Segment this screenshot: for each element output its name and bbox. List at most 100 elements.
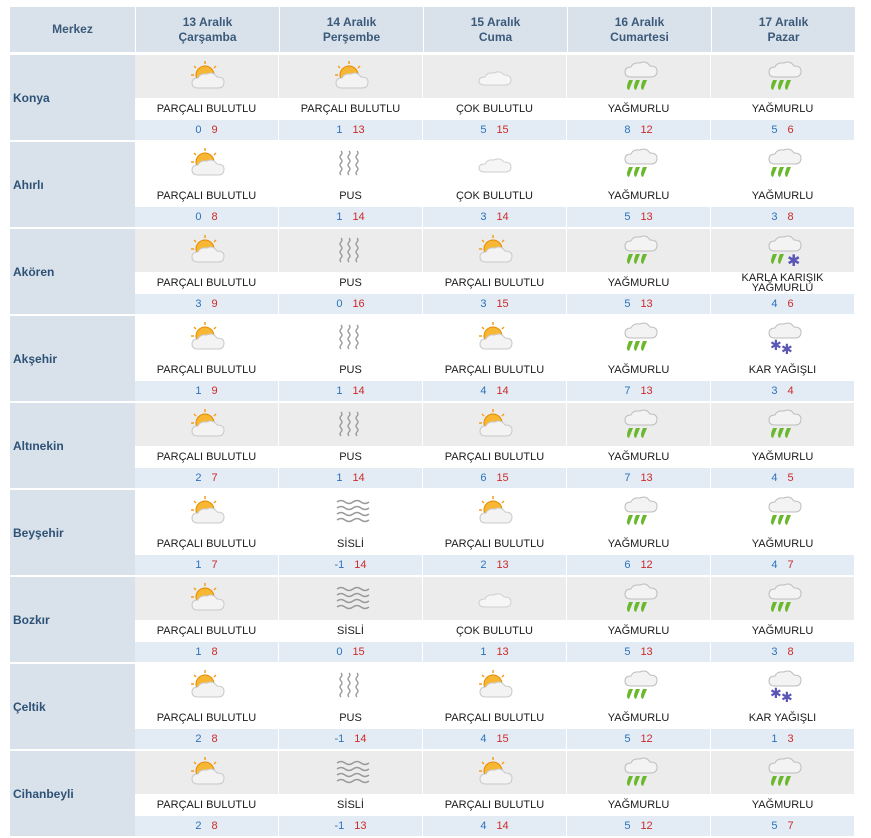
max-temperature: 12 (640, 124, 653, 136)
temperature-range: 5 13 (567, 207, 710, 227)
max-temperature: 13 (354, 820, 367, 832)
min-temperature: 4 (480, 385, 487, 397)
city-name[interactable]: Çeltik (10, 664, 135, 749)
table-row: Bozkır PARÇALI BULUTLU SİSLİ ÇOK BULUTLU YAĞ… (10, 577, 855, 662)
cloudy-icon (423, 55, 566, 98)
partly-cloudy-icon (423, 403, 566, 446)
max-temperature: 7 (787, 820, 794, 832)
condition-label: PARÇALI BULUTLU (135, 272, 278, 293)
partly-cloudy-icon (135, 403, 278, 446)
max-temperature: 12 (640, 559, 653, 571)
max-temperature: 15 (496, 472, 509, 484)
condition-label: YAĞMURLU (567, 446, 710, 467)
min-temperature: -1 (334, 820, 345, 832)
max-temperature: 8 (211, 646, 218, 658)
header-day: 15 Aralık Cuma (424, 7, 567, 52)
temperature-range: -1 13 (279, 816, 422, 836)
max-temperature: 14 (496, 385, 509, 397)
partly-cloudy-icon (279, 55, 422, 98)
partly-cloudy-icon (135, 577, 278, 620)
rain-icon (567, 490, 710, 533)
svg-text:✱: ✱ (787, 251, 800, 269)
haze-icon (279, 403, 422, 446)
max-temperature: 13 (640, 211, 653, 223)
svg-text:✱: ✱ (770, 338, 782, 354)
header-day-date: 14 Aralık (326, 14, 377, 29)
city-name[interactable]: Altınekin (10, 403, 135, 488)
max-temperature: 9 (211, 124, 218, 136)
city-name[interactable]: Akören (10, 229, 135, 314)
partly-cloudy-icon (423, 490, 566, 533)
max-temperature: 15 (496, 733, 509, 745)
max-temperature: 8 (211, 211, 218, 223)
max-temperature: 6 (787, 298, 794, 310)
table-header: Merkez 13 Aralık Çarşamba 14 Aralık Perş… (10, 7, 855, 52)
forecast-table: Merkez 13 Aralık Çarşamba 14 Aralık Perş… (10, 7, 855, 838)
condition-label: PUS (279, 359, 422, 380)
temperature-range: 1 14 (279, 381, 422, 401)
condition-label: YAĞMURLU (567, 185, 710, 206)
min-temperature: 1 (195, 646, 202, 658)
rain-icon (711, 403, 854, 446)
table-row: Beyşehir PARÇALI BULUTLU SİSLİ PARÇALI BULU… (10, 490, 855, 575)
max-temperature: 7 (211, 559, 218, 571)
min-temperature: 6 (624, 559, 631, 571)
max-temperature: 14 (354, 733, 367, 745)
temperature-range: 5 12 (567, 816, 710, 836)
haze-icon (279, 142, 422, 185)
city-name[interactable]: Konya (10, 55, 135, 140)
temperature-range: 1 13 (279, 120, 422, 140)
city-name[interactable]: Akşehir (10, 316, 135, 401)
min-temperature: 4 (771, 559, 778, 571)
condition-label: YAĞMURLU (567, 98, 710, 119)
fog-icon (279, 751, 422, 794)
rain-icon (711, 490, 854, 533)
condition-label: PUS (279, 272, 422, 293)
partly-cloudy-icon (135, 55, 278, 98)
max-temperature: 8 (211, 733, 218, 745)
min-temperature: -1 (334, 559, 345, 571)
city-name[interactable]: Cihanbeyli (10, 751, 135, 836)
header-day-date: 17 Aralık (758, 14, 809, 29)
min-temperature: 1 (480, 646, 487, 658)
header-day-weekday: Çarşamba (178, 29, 237, 44)
temperature-range: 5 13 (567, 642, 710, 662)
city-name[interactable]: Beyşehir (10, 490, 135, 575)
condition-label: PUS (279, 446, 422, 467)
condition-label: PARÇALI BULUTLU (423, 794, 566, 815)
header-day: 16 Aralık Cumartesi (568, 7, 711, 52)
min-temperature: 6 (480, 472, 487, 484)
city-name[interactable]: Bozkır (10, 577, 135, 662)
condition-label: PARÇALI BULUTLU (135, 185, 278, 206)
temperature-range: 8 12 (567, 120, 710, 140)
rain-icon (567, 751, 710, 794)
haze-icon (279, 316, 422, 359)
fog-icon (279, 577, 422, 620)
temperature-range: 4 15 (423, 729, 566, 749)
condition-label: PARÇALI BULUTLU (135, 794, 278, 815)
max-temperature: 14 (352, 385, 365, 397)
temperature-range: -1 14 (279, 729, 422, 749)
city-name[interactable]: Ahırlı (10, 142, 135, 227)
temperature-range: 4 14 (423, 381, 566, 401)
max-temperature: 12 (640, 733, 653, 745)
temperature-range: 3 14 (423, 207, 566, 227)
header-day-weekday: Pazar (767, 29, 800, 44)
condition-label: PARÇALI BULUTLU (279, 98, 422, 119)
min-temperature: 3 (771, 385, 778, 397)
condition-label: SİSLİ (279, 794, 422, 815)
fog-icon (279, 490, 422, 533)
max-temperature: 3 (787, 733, 794, 745)
partly-cloudy-icon (423, 316, 566, 359)
rain-icon (567, 229, 710, 272)
max-temperature: 13 (640, 472, 653, 484)
partly-cloudy-icon (135, 142, 278, 185)
haze-icon (279, 229, 422, 272)
condition-label: YAĞMURLU (567, 794, 710, 815)
